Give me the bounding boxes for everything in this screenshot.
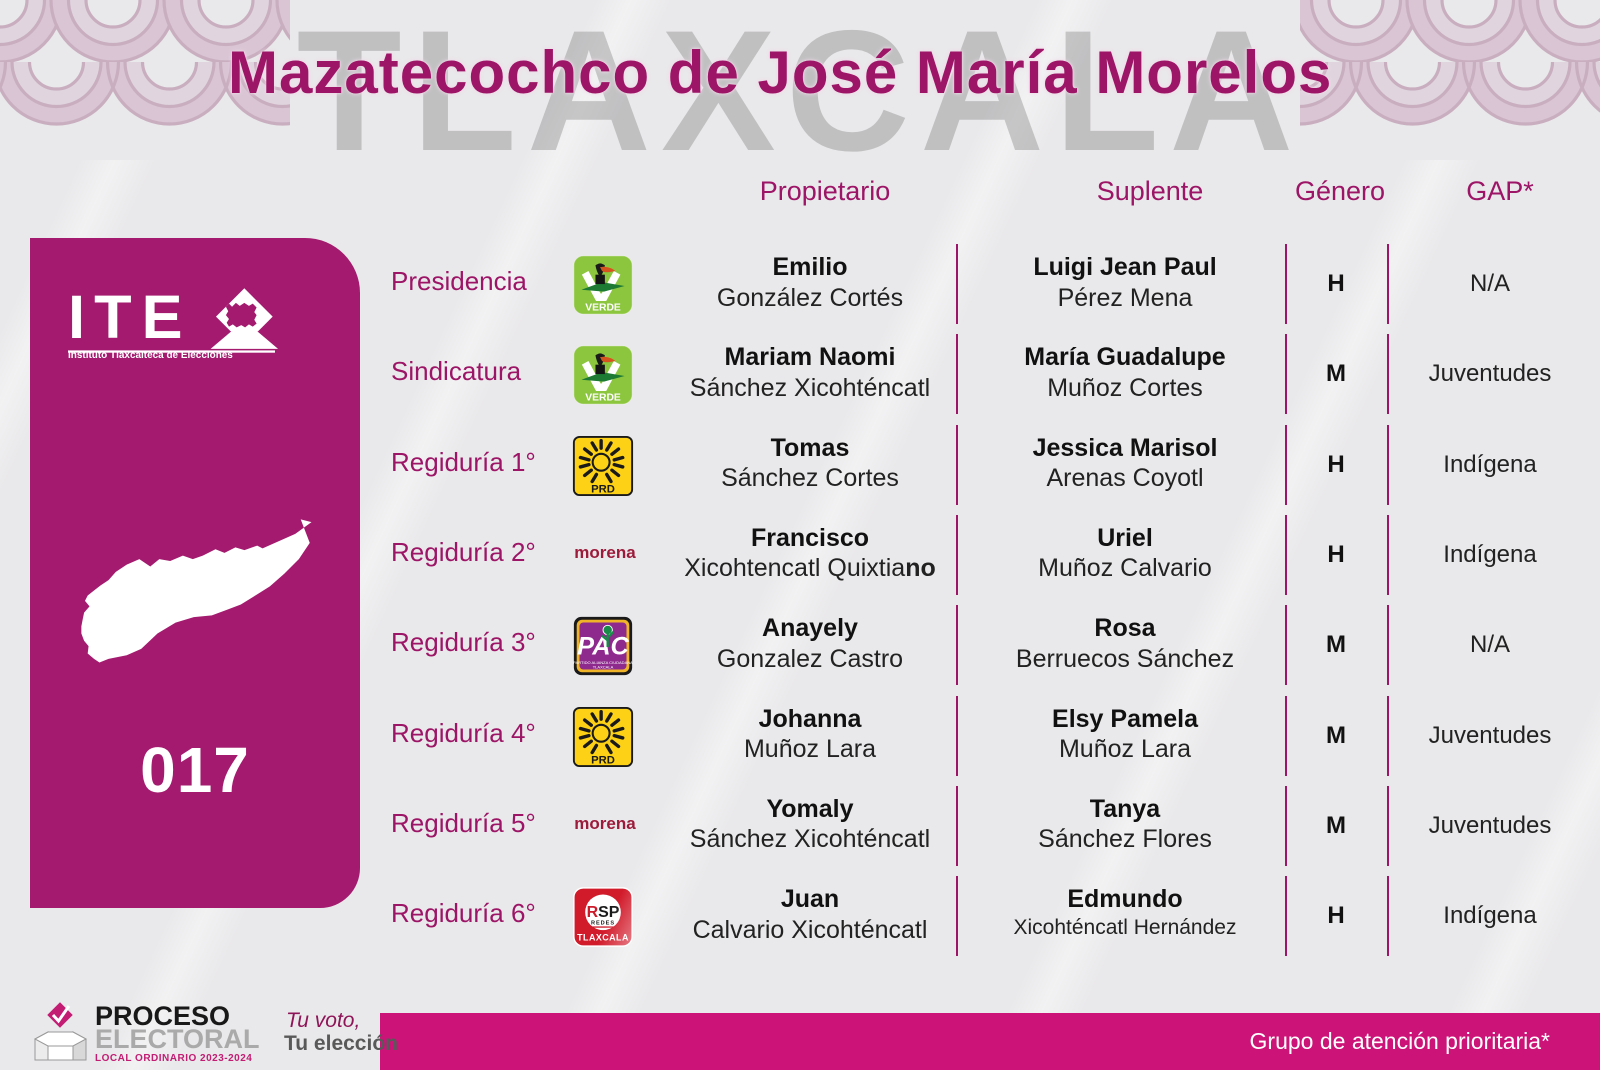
svg-text:Tu voto,: Tu voto, [286,1009,360,1032]
svg-text:ELECTORAL: ELECTORAL [95,1024,260,1054]
svg-text:T: T [94,286,131,351]
svg-text:E: E [142,286,181,351]
svg-text:Instituto Tlaxcalteca de Elecc: Instituto Tlaxcalteca de Elecciones [68,350,233,359]
svg-text:LOCAL ORDINARIO 2023-2024: LOCAL ORDINARIO 2023-2024 [95,1053,252,1064]
svg-text:I: I [68,286,84,351]
